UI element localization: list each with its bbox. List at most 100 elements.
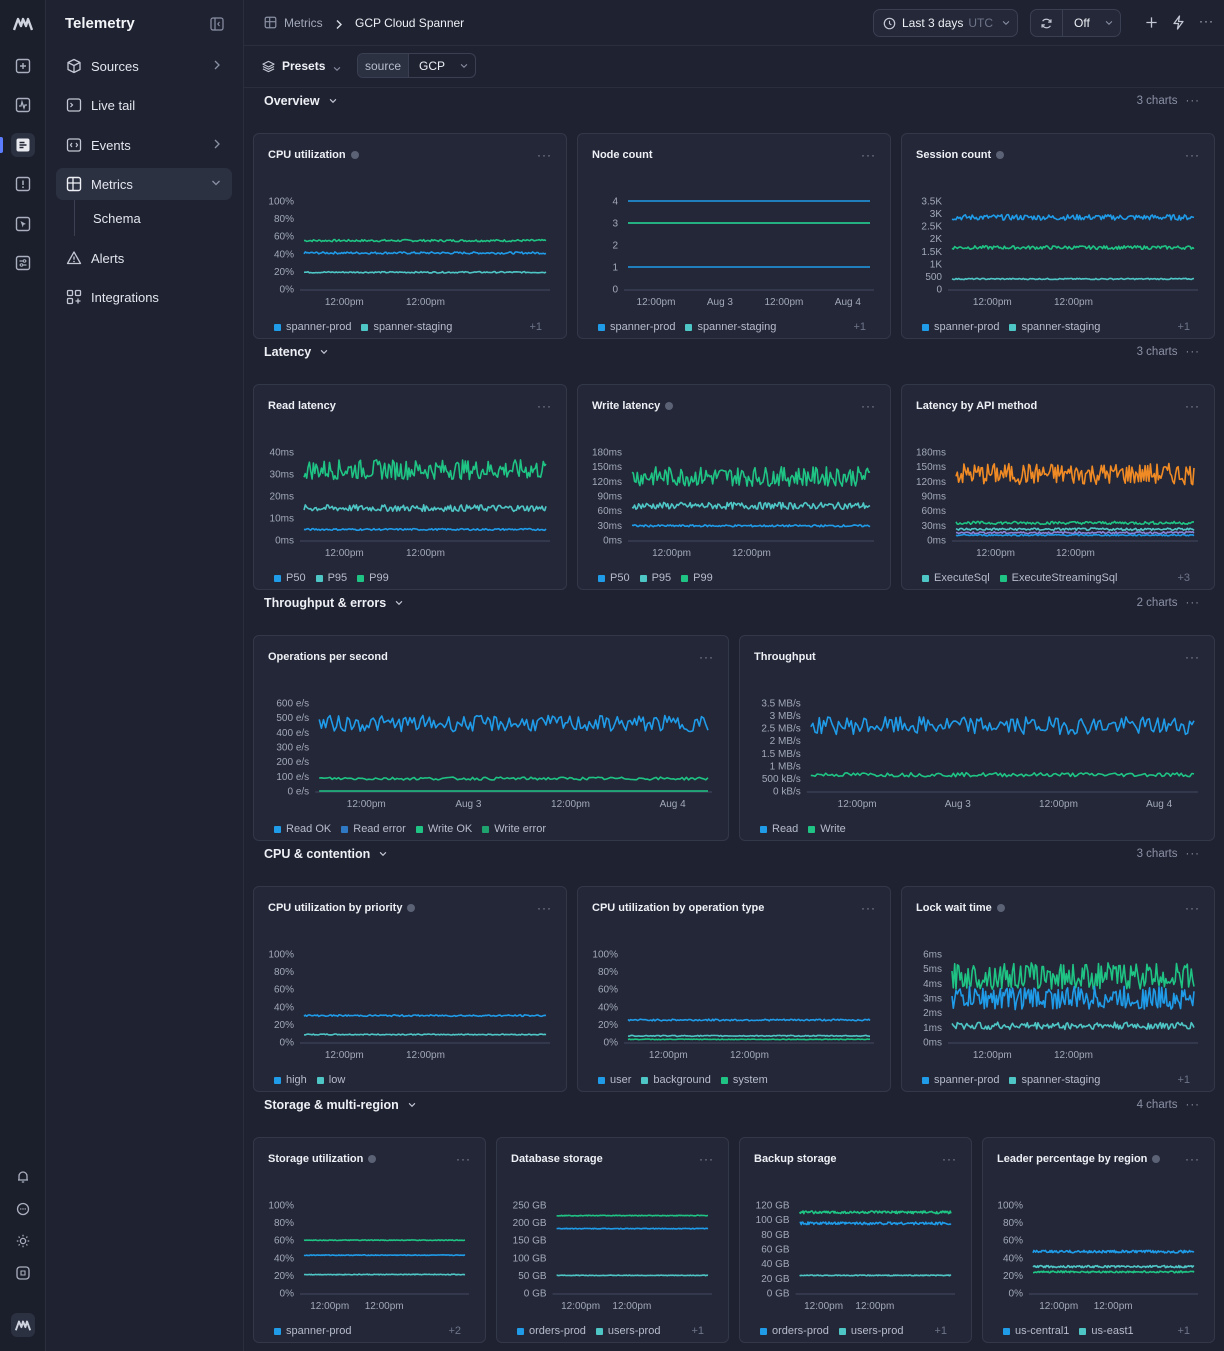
- presets-button[interactable]: Presets: [282, 59, 326, 73]
- bell-icon[interactable]: [11, 1165, 35, 1189]
- section-toggle-cpu-contention[interactable]: CPU & contention: [264, 847, 388, 861]
- legend-item-spanner-prod[interactable]: spanner-prod: [274, 1325, 351, 1337]
- chart-card-read-latency[interactable]: Read latency ··· 40ms 30ms 20ms 10ms 0ms 12:00p…: [253, 384, 567, 590]
- alert-square-icon[interactable]: [11, 172, 35, 196]
- chart-menu-icon[interactable]: ···: [1185, 650, 1200, 664]
- legend-item-background[interactable]: background: [641, 1074, 711, 1086]
- chart-card-storage-utilization[interactable]: Storage utilization ··· 100% 80% 60% 40% 20% 0%…: [253, 1137, 486, 1343]
- legend-item-spanner-prod[interactable]: spanner-prod: [274, 321, 351, 333]
- chart-menu-icon[interactable]: ···: [699, 650, 714, 664]
- legend-item-spanner-staging[interactable]: spanner-staging: [361, 321, 452, 333]
- chart-card-write-latency[interactable]: Write latency ··· 180ms 150ms 120ms 90ms 60ms 3…: [577, 384, 891, 590]
- legend-item-low[interactable]: low: [316, 1074, 345, 1086]
- chart-menu-icon[interactable]: ···: [861, 901, 876, 915]
- breadcrumb-root[interactable]: Metrics: [284, 16, 323, 30]
- chart-menu-icon[interactable]: ···: [1185, 901, 1200, 915]
- legend-more-count[interactable]: +1: [853, 321, 866, 333]
- info-icon[interactable]: [1152, 1155, 1161, 1163]
- legend-item-spanner-staging[interactable]: spanner-staging: [1009, 321, 1100, 333]
- sidebar-item-integrations[interactable]: Integrations: [56, 281, 232, 313]
- section-more-icon[interactable]: ···: [1185, 346, 1200, 358]
- info-icon[interactable]: [665, 402, 674, 410]
- legend-item-spanner-staging[interactable]: spanner-staging: [1009, 1074, 1100, 1086]
- lightning-icon[interactable]: [1172, 15, 1185, 35]
- legend-item-p99[interactable]: P99: [357, 572, 389, 584]
- sidebar-item-schema[interactable]: Schema: [92, 202, 232, 234]
- legend-item-write-error[interactable]: Write error: [482, 823, 546, 835]
- legend-item-orders-prod[interactable]: orders-prod: [760, 1325, 829, 1337]
- legend-item-p95[interactable]: P95: [639, 572, 671, 584]
- logs-icon[interactable]: [11, 133, 35, 157]
- legend-item-p50[interactable]: P50: [598, 572, 630, 584]
- legend-item-p50[interactable]: P50: [274, 572, 306, 584]
- plus-icon[interactable]: [1145, 16, 1158, 34]
- command-icon[interactable]: [11, 1261, 35, 1285]
- chart-menu-icon[interactable]: ···: [861, 399, 876, 413]
- chart-card-cpu-utilization-by-operation-type[interactable]: CPU utilization by operation type ··· 100%…: [577, 886, 891, 1092]
- more-options-icon[interactable]: ···: [1199, 14, 1214, 28]
- section-more-icon[interactable]: ···: [1185, 848, 1200, 860]
- section-toggle-latency[interactable]: Latency: [264, 345, 329, 359]
- legend-item-orders-prod[interactable]: orders-prod: [517, 1325, 586, 1337]
- section-toggle-throughput-errors[interactable]: Throughput & errors: [264, 596, 404, 610]
- sidebar-item-sources[interactable]: Sources: [56, 50, 232, 82]
- legend-more-count[interactable]: +1: [1177, 1325, 1190, 1337]
- legend-item-users-prod[interactable]: users-prod: [838, 1325, 903, 1337]
- chart-menu-icon[interactable]: ···: [699, 1152, 714, 1166]
- section-more-icon[interactable]: ···: [1185, 95, 1200, 107]
- sidebar-item-live-tail[interactable]: Live tail: [56, 89, 232, 121]
- chart-menu-icon[interactable]: ···: [537, 399, 552, 413]
- chart-menu-icon[interactable]: ···: [1185, 1152, 1200, 1166]
- sidebar-item-metrics[interactable]: Metrics: [56, 168, 232, 200]
- app-logo-icon[interactable]: [11, 12, 35, 36]
- chart-card-database-storage[interactable]: Database storage ··· 250 GB 200 GB 150 GB 100…: [496, 1137, 729, 1343]
- chart-card-operations-per-second[interactable]: Operations per second ··· 600 e/s 500 e/s 40…: [253, 635, 729, 841]
- legend-item-spanner-prod[interactable]: spanner-prod: [922, 1074, 999, 1086]
- time-range-picker[interactable]: Last 3 days UTC: [873, 9, 1018, 37]
- chart-card-cpu-utilization-by-priority[interactable]: CPU utilization by priority ··· 100% 80% 60%…: [253, 886, 567, 1092]
- legend-item-executestreamingsql[interactable]: ExecuteStreamingSql: [999, 572, 1117, 584]
- sun-icon[interactable]: [11, 1229, 35, 1253]
- refresh-control[interactable]: Off: [1030, 9, 1121, 37]
- chart-card-backup-storage[interactable]: Backup storage ··· 120 GB 100 GB 80 GB 60 GB 4…: [739, 1137, 972, 1343]
- legend-item-write-ok[interactable]: Write OK: [415, 823, 472, 835]
- chat-icon[interactable]: [11, 1197, 35, 1221]
- chart-menu-icon[interactable]: ···: [537, 901, 552, 915]
- section-more-icon[interactable]: ···: [1185, 1099, 1200, 1111]
- cursor-square-icon[interactable]: [11, 212, 35, 236]
- legend-item-spanner-prod[interactable]: spanner-prod: [922, 321, 999, 333]
- legend-more-count[interactable]: +3: [1177, 572, 1190, 584]
- chart-menu-icon[interactable]: ···: [456, 1152, 471, 1166]
- section-toggle-storage-multi-region[interactable]: Storage & multi-region: [264, 1098, 417, 1112]
- chart-card-lock-wait-time[interactable]: Lock wait time ··· 6ms 5ms 4ms 3ms 2ms 1ms 0ms 12…: [901, 886, 1215, 1092]
- chart-menu-icon[interactable]: ···: [537, 148, 552, 162]
- sidebar-collapse-icon[interactable]: [210, 17, 224, 36]
- info-icon[interactable]: [350, 151, 359, 159]
- chart-menu-icon[interactable]: ···: [861, 148, 876, 162]
- chart-card-cpu-utilization[interactable]: CPU utilization ··· 100% 80% 60% 40% 20% 0% 12:0…: [253, 133, 567, 339]
- info-icon[interactable]: [407, 904, 416, 912]
- chart-menu-icon[interactable]: ···: [942, 1152, 957, 1166]
- legend-item-p95[interactable]: P95: [315, 572, 347, 584]
- info-icon[interactable]: [368, 1155, 377, 1163]
- section-more-icon[interactable]: ···: [1185, 597, 1200, 609]
- legend-more-count[interactable]: +1: [1177, 321, 1190, 333]
- legend-item-read-error[interactable]: Read error: [341, 823, 406, 835]
- activity-icon[interactable]: [11, 93, 35, 117]
- chart-card-throughput[interactable]: Throughput ··· 3.5 MB/s 3 MB/s 2.5 MB/s 2 MB/…: [739, 635, 1215, 841]
- legend-item-spanner-prod[interactable]: spanner-prod: [598, 321, 675, 333]
- legend-item-us-east1[interactable]: us-east1: [1079, 1325, 1134, 1337]
- legend-more-count[interactable]: +1: [691, 1325, 704, 1337]
- legend-more-count[interactable]: +2: [448, 1325, 461, 1337]
- legend-item-high[interactable]: high: [274, 1074, 307, 1086]
- legend-item-executesql[interactable]: ExecuteSql: [922, 572, 990, 584]
- chart-card-node-count[interactable]: Node count ··· 4 3 2 1 0 12:00pm Aug 3 12:00pm Aug…: [577, 133, 891, 339]
- add-square-icon[interactable]: [11, 54, 35, 78]
- legend-item-users-prod[interactable]: users-prod: [595, 1325, 660, 1337]
- legend-item-write[interactable]: Write: [808, 823, 846, 835]
- legend-item-system[interactable]: system: [720, 1074, 768, 1086]
- source-filter[interactable]: source GCP: [357, 53, 476, 78]
- legend-more-count[interactable]: +1: [529, 321, 542, 333]
- refresh-icon[interactable]: [1031, 10, 1063, 36]
- legend-more-count[interactable]: +1: [1177, 1074, 1190, 1086]
